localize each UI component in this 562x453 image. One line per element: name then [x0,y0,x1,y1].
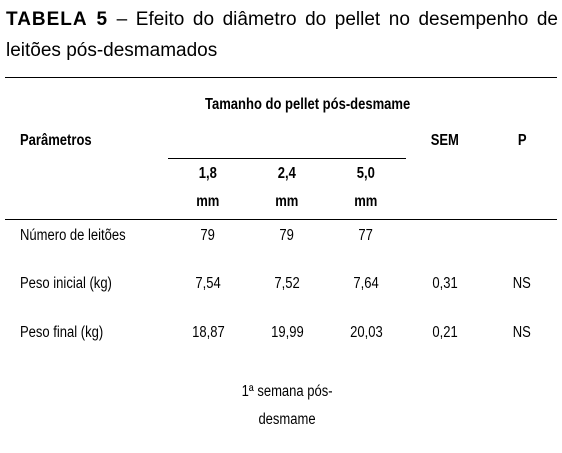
col-size-3: 5,0 [356,165,376,182]
cell-value: 79 [200,227,216,244]
section-heading-line-1: 1ª semana pós- [241,383,333,400]
group-underline [168,158,406,159]
group-header: Tamanho do pellet pós-desmame [205,96,411,113]
cell-value: 77 [358,227,374,244]
col-size-1: 1,8 [198,165,218,182]
col-unit-2: mm [275,193,299,210]
col-unit-3: mm [354,193,378,210]
cell-p: NS [512,324,532,341]
row-label: Peso inicial (kg) [20,275,112,292]
table-caption: TABELA 5 – Efeito do diâmetro do pellet … [6,4,558,66]
cell-value: 20,03 [349,324,383,341]
caption-label: TABELA 5 [6,9,109,30]
parameters-header: Parâmetros [20,132,92,149]
caption-text: Efeito do diâmetro do pellet no desempen… [6,9,559,61]
cell-value: 7,64 [353,275,379,292]
cell-value: 18,87 [191,324,225,341]
header-rule [5,219,557,220]
col-size-2: 2,4 [277,165,297,182]
cell-p [482,226,562,246]
section-heading-line-2: desmame [258,411,316,428]
cell-value: 79 [279,227,295,244]
cell-sem [405,226,485,246]
cell-sem: 0,21 [432,324,458,341]
cell-value: 7,52 [274,275,300,292]
row-label: Número de leitões [20,227,126,244]
p-header: P [517,132,527,149]
top-rule [5,77,557,78]
cell-sem: 0,31 [432,275,458,292]
cell-value: 7,54 [195,275,221,292]
cell-p: NS [512,275,532,292]
cell-value: 19,99 [270,324,304,341]
sem-header: SEM [430,132,460,149]
caption-dash: – [116,9,128,30]
row-label: Peso final (kg) [20,324,104,341]
col-unit-1: mm [196,193,220,210]
